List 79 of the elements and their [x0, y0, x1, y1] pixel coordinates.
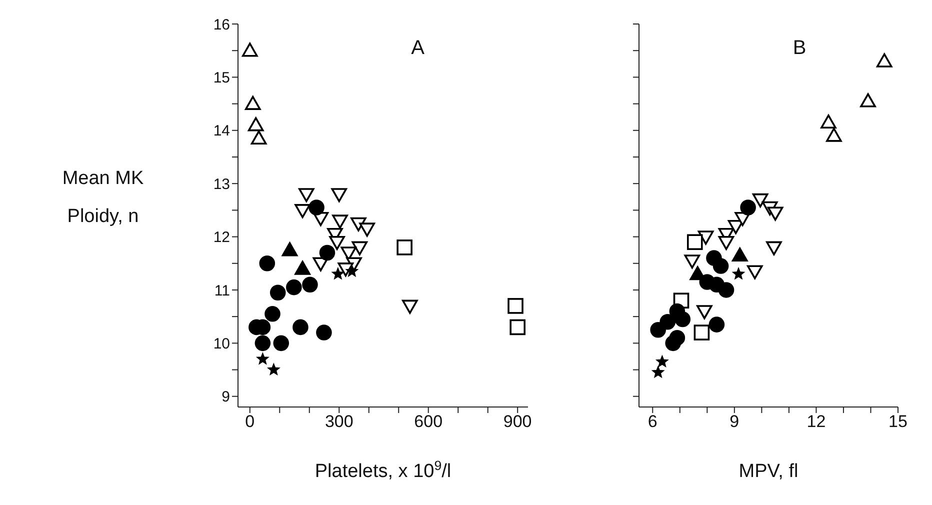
point	[268, 363, 280, 376]
point	[740, 200, 756, 216]
point	[698, 230, 714, 245]
point	[708, 316, 725, 332]
point	[732, 268, 745, 280]
point	[396, 240, 412, 256]
y-tick-label: 15	[213, 70, 230, 87]
point	[338, 262, 354, 277]
point	[332, 268, 344, 280]
point	[302, 276, 318, 293]
point	[248, 117, 264, 132]
y-tick-label: 13	[213, 176, 230, 193]
x-tick-label: 12	[806, 412, 826, 432]
y-tick-label: 11	[214, 282, 230, 300]
y-tick-label: 12	[213, 229, 230, 246]
point	[732, 247, 748, 262]
point	[270, 284, 286, 301]
point	[402, 300, 418, 314]
point	[359, 222, 375, 237]
point	[332, 214, 348, 229]
point	[712, 258, 729, 274]
point	[292, 319, 308, 336]
point	[244, 96, 261, 110]
x-tick-label: 600	[414, 412, 443, 432]
point	[256, 352, 269, 364]
point	[650, 322, 666, 338]
point	[508, 298, 524, 314]
text: A	[411, 37, 426, 59]
point	[684, 254, 700, 269]
point	[329, 236, 345, 250]
point	[674, 311, 691, 328]
point	[686, 234, 703, 250]
point	[694, 324, 710, 340]
point	[652, 366, 664, 378]
point	[718, 282, 734, 298]
point	[316, 324, 332, 340]
point	[766, 241, 782, 256]
x-tick-label: 6	[648, 412, 658, 432]
point	[282, 242, 298, 256]
x-tick-label: 15	[888, 412, 908, 432]
point	[319, 244, 336, 261]
point	[656, 355, 668, 368]
point	[510, 319, 526, 336]
point	[718, 236, 734, 250]
point	[250, 130, 267, 145]
y-tick-label: 16	[213, 16, 230, 34]
point	[273, 335, 290, 352]
y-axis-title: Mean MK Ploidy, n	[61, 166, 145, 228]
point	[746, 265, 763, 280]
point	[696, 305, 712, 320]
point	[352, 241, 368, 256]
point	[264, 306, 280, 322]
point	[294, 260, 310, 275]
x-axis-title: MPV, fl	[738, 461, 798, 482]
point	[286, 279, 302, 296]
point	[826, 128, 842, 142]
point	[254, 335, 271, 352]
y-tick-label: 9	[222, 388, 230, 406]
point	[308, 200, 324, 216]
point	[752, 193, 768, 208]
point	[298, 188, 314, 202]
point	[331, 188, 348, 202]
point	[860, 93, 876, 108]
point	[820, 114, 836, 129]
y-tick-label: 14	[213, 122, 230, 140]
x-tick-label: 9	[730, 412, 740, 432]
point	[259, 255, 276, 272]
text: B	[792, 37, 806, 59]
point	[294, 204, 310, 218]
point	[669, 330, 686, 346]
x-tick-label: 0	[245, 412, 255, 432]
point	[876, 53, 892, 68]
x-axis-title: Platelets, x 10$^{9}$/l	[314, 458, 452, 482]
point	[767, 206, 784, 221]
y-tick-label: 10	[213, 335, 230, 352]
x-tick-label: 300	[324, 412, 354, 432]
point	[660, 314, 676, 330]
point	[242, 42, 258, 57]
x-tick-label: 900	[503, 412, 532, 432]
